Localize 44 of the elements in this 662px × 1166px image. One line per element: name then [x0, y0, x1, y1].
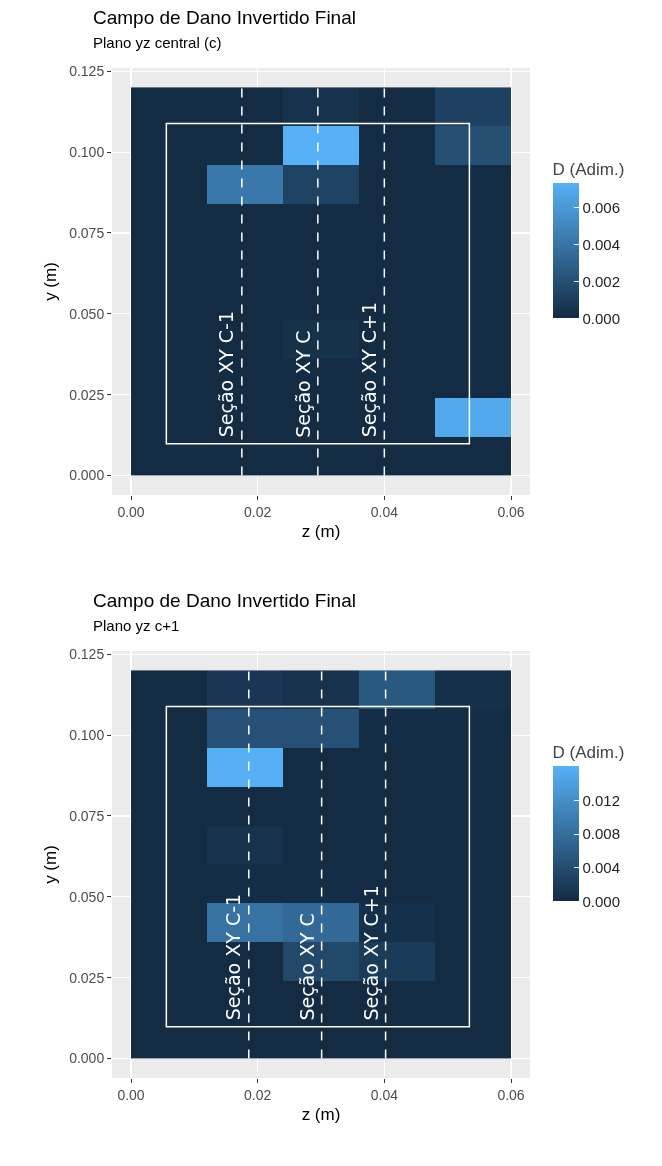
x-tick-label: 0.00 [117, 503, 145, 520]
y-tick-label: 0.000 [69, 1050, 105, 1067]
color-bar-label: 0.000 [582, 892, 621, 910]
x-tick-label: 0.06 [497, 1086, 525, 1103]
color-bar-label: 0.004 [582, 859, 621, 877]
chart-subtitle: Plano yz c+1 [93, 617, 180, 634]
y-tick-label: 0.000 [69, 467, 105, 484]
y-tick-label: 0.100 [69, 144, 105, 161]
y-tick-label: 0.100 [69, 727, 105, 744]
color-bar-label: 0.004 [582, 235, 621, 253]
x-tick-label: 0.06 [497, 503, 525, 520]
color-bar-title: D (Adim.) [552, 160, 625, 180]
color-bar-label: 0.000 [582, 309, 621, 327]
y-tick-label: 0.125 [69, 63, 105, 80]
y-tick-label: 0.025 [69, 386, 105, 403]
ref-line-label: Seção XY C [291, 330, 314, 438]
ref-line-label: Seção XY C+1 [359, 885, 382, 1021]
x-axis-title: z (m) [301, 1105, 341, 1125]
x-tick-label: 0.04 [370, 503, 399, 520]
chart-subtitle: Plano yz central (c) [93, 34, 222, 51]
ref-line-label: Seção XY C-1 [215, 310, 238, 438]
color-bar-label: 0.006 [582, 198, 621, 216]
y-tick-label: 0.075 [69, 807, 105, 824]
color-bar-label: 0.008 [582, 825, 621, 843]
y-tick-label: 0.075 [69, 224, 105, 241]
chart-title: Campo de Dano Invertido Final [93, 590, 356, 611]
x-tick-label: 0.02 [244, 503, 272, 520]
x-tick-label: 0.02 [244, 1086, 272, 1103]
ref-line-label: Seção XY C [295, 913, 318, 1021]
chart-title: Campo de Dano Invertido Final [93, 7, 356, 28]
ref-line-label: Seção XY C+1 [358, 301, 381, 438]
color-bar-label: 0.012 [582, 791, 621, 809]
y-tick-label: 0.025 [69, 969, 105, 986]
y-tick-label: 0.050 [69, 305, 105, 322]
y-axis-title: y (m) [40, 262, 60, 301]
color-bar-label: 0.002 [582, 272, 621, 290]
x-tick-label: 0.00 [117, 1086, 145, 1103]
x-tick-label: 0.04 [370, 1086, 399, 1103]
y-axis-title: y (m) [40, 845, 60, 884]
y-tick-label: 0.050 [69, 888, 105, 905]
y-tick-label: 0.125 [69, 646, 105, 663]
ref-line-label: Seção XY C-1 [222, 893, 245, 1021]
x-axis-title: z (m) [301, 522, 341, 542]
color-bar-title: D (Adim.) [552, 743, 625, 763]
